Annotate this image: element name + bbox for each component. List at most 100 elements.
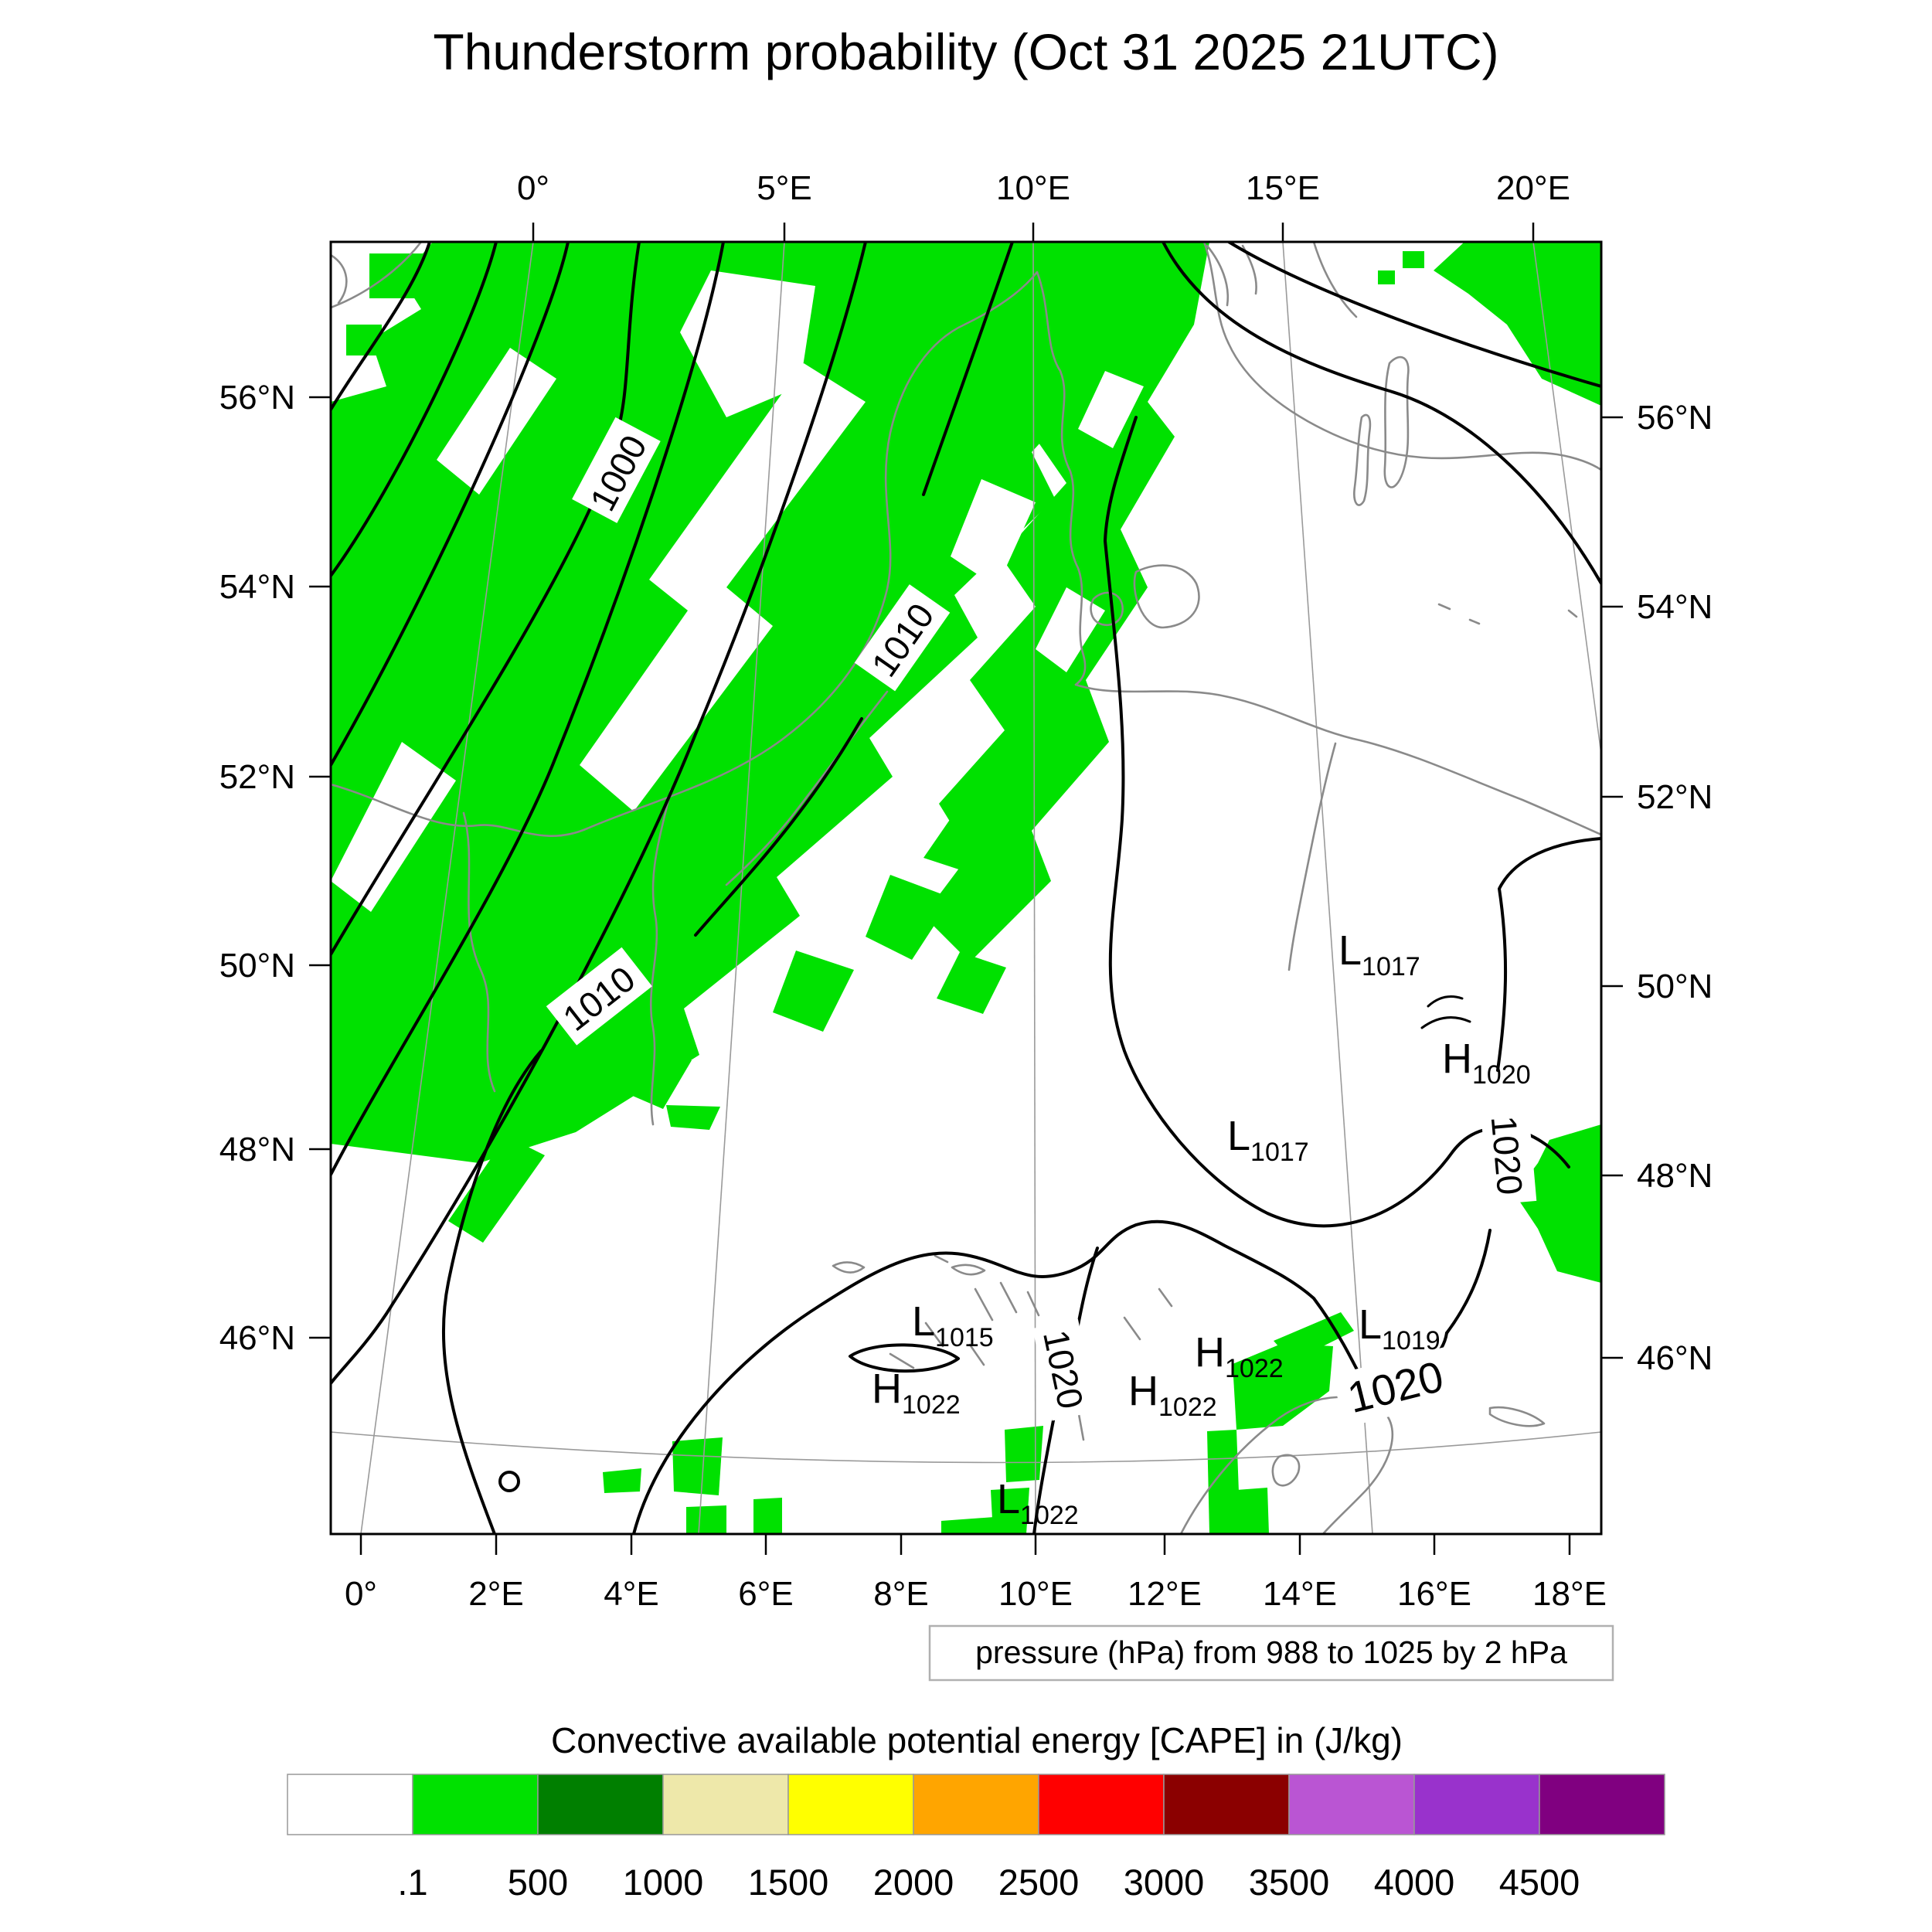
colorbar-tick: 1000 — [623, 1862, 704, 1903]
high-marker: H1022 — [872, 1366, 961, 1420]
high-letter: H — [1128, 1368, 1158, 1414]
right-axis-label: 48°N — [1637, 1157, 1713, 1195]
river-seine — [462, 811, 496, 1093]
bottom-axis-label: 16°E — [1397, 1575, 1471, 1613]
high-marker: H1022 — [1128, 1368, 1217, 1422]
label-box — [572, 417, 661, 523]
colorbar-tick: 3500 — [1249, 1862, 1330, 1903]
meridian-0e — [360, 242, 534, 1534]
colorbar-tick: 4500 — [1499, 1862, 1580, 1903]
isobar-1000 — [331, 242, 641, 956]
right-axis-label: 56°N — [1637, 399, 1713, 437]
cape-streak-central — [937, 952, 1006, 1014]
bottom-axis: 0° 2°E 4°E 6°E 8°E 10°E 12°E 14°E 16°E 1… — [345, 1575, 1607, 1613]
contour-label-1020: 1020 — [1484, 1114, 1531, 1196]
label-box — [1480, 1105, 1537, 1206]
pressure-caption-box — [928, 1624, 1614, 1682]
low-value: 1022 — [1020, 1501, 1079, 1530]
contour-label-boxes — [546, 417, 1537, 1428]
low-letter: L — [1227, 1113, 1250, 1159]
pressure-caption: pressure (hPa) from 988 to 1025 by 2 hPa — [928, 1624, 1614, 1682]
isobar-trough — [1104, 416, 1570, 1228]
bottom-axis-label: 12°E — [1128, 1575, 1202, 1613]
coastline-layer — [331, 242, 1601, 1534]
high-value: 1020 — [1472, 1060, 1531, 1090]
high-value: 1022 — [1225, 1354, 1284, 1383]
isobar-1010 — [441, 242, 1014, 1534]
isobar-baltic-north — [1227, 242, 1601, 388]
coast-oslofjord — [1206, 242, 1358, 318]
cape-streak-central — [773, 951, 854, 1032]
left-axis-label: 54°N — [219, 568, 295, 606]
colorbar-segment — [287, 1774, 413, 1835]
lake-constance — [951, 1264, 986, 1276]
cape-patch — [672, 1437, 723, 1495]
cape-patch — [941, 1516, 1005, 1534]
low-letter: L — [912, 1298, 935, 1345]
clear-lane — [1078, 371, 1144, 448]
low-marker: L1017 — [1338, 927, 1420, 981]
cape-region-northwest — [331, 242, 1124, 1163]
right-axis-label: 54°N — [1637, 588, 1713, 626]
low-marker: L1019 — [1359, 1301, 1440, 1355]
meridian-15e — [1282, 242, 1373, 1534]
high-value: 1022 — [902, 1390, 961, 1420]
bottom-axis-label: 18°E — [1532, 1575, 1607, 1613]
isobar — [331, 242, 431, 411]
pressure-center-markers: L1017 H1020 L1017 L1015 H1022 H1022 H102… — [872, 927, 1531, 1530]
colorbar-tick: 2500 — [998, 1862, 1080, 1903]
coast-northsea-jutland — [331, 270, 1087, 837]
isobar-1020-east — [1445, 837, 1601, 1335]
high-letter: H — [872, 1366, 902, 1412]
coast-zealand — [1133, 564, 1200, 629]
colorbar-segment — [537, 1774, 664, 1835]
parallel-45n-arc — [331, 1431, 1601, 1464]
low-marker: L1017 — [1227, 1113, 1309, 1167]
cape-streak-south — [448, 1136, 545, 1243]
cape-region-northeast-corner — [1434, 242, 1601, 406]
colorbar-tick-labels: .1 500 1000 1500 2000 2500 3000 3500 400… — [397, 1862, 1580, 1903]
top-axis: 0° 5°E 10°E 15°E 20°E — [517, 169, 1570, 207]
cape-streak-south — [618, 1043, 692, 1109]
isobar-small-loop — [498, 1471, 520, 1492]
cape-patch-se-1 — [1233, 1343, 1333, 1430]
cape-patch — [1005, 1426, 1043, 1482]
coast-uk — [331, 242, 423, 309]
top-axis-label: 10°E — [996, 169, 1070, 207]
cape-streak-south — [666, 1105, 720, 1130]
cape-patch — [1236, 1488, 1269, 1534]
isobar — [331, 242, 570, 767]
coast-istria — [1271, 1454, 1301, 1487]
lake-geneva — [832, 1261, 866, 1274]
colorbar-tick: 2000 — [873, 1862, 954, 1903]
isobar — [331, 242, 498, 577]
colorbar-tick: 3000 — [1124, 1862, 1205, 1903]
colorbar-tick: .1 — [397, 1862, 427, 1903]
low-letter: L — [1338, 927, 1362, 974]
high-marker: H1022 — [1195, 1329, 1284, 1383]
isobar-curl-h1020 — [1420, 995, 1471, 1029]
contour-label-1020: 1020 — [1036, 1327, 1091, 1413]
colorbar: Convective available potential energy [C… — [287, 1720, 1665, 1903]
top-axis-label: 5°E — [757, 169, 811, 207]
colorbar-segment — [1038, 1774, 1165, 1835]
cape-clear-lanes — [331, 242, 1144, 912]
low-marker: L1015 — [912, 1298, 994, 1352]
clear-lane — [331, 242, 433, 402]
label-box — [854, 584, 951, 692]
top-axis-label: 20°E — [1496, 169, 1570, 207]
italian-lakes — [974, 1281, 1040, 1321]
cape-patch — [686, 1505, 726, 1534]
colorbar-segment — [662, 1774, 789, 1835]
coast-baltic-south — [1074, 683, 1601, 836]
top-axis-label: 0° — [517, 169, 549, 207]
axis-ticks — [309, 223, 1623, 1555]
colorbar-segment — [1413, 1774, 1540, 1835]
cape-patch-se-streak — [1274, 1312, 1354, 1362]
colorbar-segment — [787, 1774, 914, 1835]
cape-region-east-edge-48n — [1515, 1124, 1601, 1283]
right-axis-label: 52°N — [1637, 778, 1713, 816]
river-elbe — [725, 690, 889, 886]
